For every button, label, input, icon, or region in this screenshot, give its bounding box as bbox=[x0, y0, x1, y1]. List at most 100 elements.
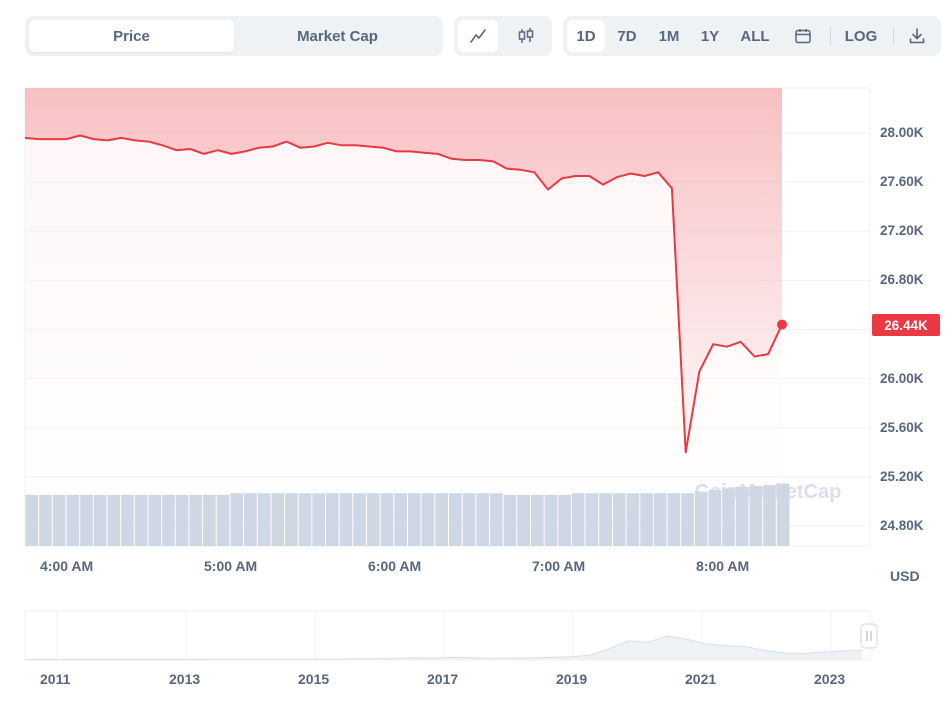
volume-bar bbox=[667, 493, 681, 546]
log-scale-button[interactable]: LOG bbox=[844, 27, 878, 45]
volume-bar bbox=[25, 494, 39, 546]
calendar-button[interactable] bbox=[783, 20, 823, 52]
volume-bar bbox=[435, 493, 448, 546]
volume-bar bbox=[503, 494, 517, 546]
volume-bar bbox=[749, 486, 763, 546]
y-tick-label: 25.60K bbox=[880, 419, 924, 435]
time-navigator[interactable] bbox=[0, 605, 947, 665]
volume-bar bbox=[66, 494, 80, 546]
range-7d-button[interactable]: 7D bbox=[617, 27, 637, 45]
volume-bar bbox=[107, 494, 121, 546]
y-tick-label: 27.20K bbox=[880, 223, 924, 239]
calendar-icon bbox=[795, 29, 811, 44]
volume-bar bbox=[640, 493, 653, 546]
volume-bar bbox=[216, 494, 230, 546]
volume-bar bbox=[722, 488, 735, 546]
navigator-history-area bbox=[25, 636, 862, 660]
y-tick-label: 24.80K bbox=[880, 518, 924, 533]
range-1m-button[interactable]: 1M bbox=[658, 27, 680, 45]
volume-bar bbox=[203, 494, 216, 546]
volume-bar bbox=[489, 493, 503, 546]
volume-bar bbox=[517, 494, 530, 546]
volume-bar bbox=[421, 493, 435, 546]
volume-bar bbox=[339, 493, 353, 546]
volume-bar bbox=[476, 493, 489, 546]
volume-bar bbox=[694, 491, 708, 546]
navigator-year-label: 2023 bbox=[814, 671, 846, 687]
volume-bar bbox=[735, 486, 749, 546]
volume-bar bbox=[408, 493, 421, 546]
x-tick-label: 8:00 AM bbox=[696, 558, 750, 574]
download-icon bbox=[909, 28, 925, 44]
tab-price[interactable]: Price bbox=[29, 20, 234, 52]
candlestick-button[interactable] bbox=[506, 20, 546, 52]
range-1d-button[interactable]: 1D bbox=[567, 20, 605, 52]
watermark: CoinMarketCap bbox=[695, 481, 842, 503]
volume-bar bbox=[558, 494, 571, 546]
volume-bar bbox=[544, 494, 558, 546]
volume-bar bbox=[367, 493, 380, 546]
volume-bar bbox=[93, 494, 107, 546]
volume-bar bbox=[626, 493, 640, 546]
volume-bar bbox=[162, 494, 175, 546]
current-price-point bbox=[777, 319, 787, 330]
currency-label: USD bbox=[890, 568, 920, 584]
metric-tab-group: Price Market Cap bbox=[25, 16, 443, 56]
line-chart-button[interactable] bbox=[458, 20, 498, 52]
volume-bar bbox=[80, 494, 93, 546]
download-button[interactable] bbox=[897, 20, 937, 52]
volume-bar bbox=[257, 493, 271, 546]
volume-bar bbox=[571, 493, 585, 546]
volume-bar bbox=[599, 493, 612, 546]
y-tick-label: 27.60K bbox=[880, 174, 924, 190]
volume-bar bbox=[462, 493, 476, 546]
volume-bar bbox=[353, 493, 367, 546]
range-group: 1D 7D 1M 1Y ALL LOG bbox=[563, 16, 941, 56]
volume-bar bbox=[653, 493, 667, 546]
volume-bar bbox=[285, 493, 298, 546]
volume-bar bbox=[134, 494, 148, 546]
navigator-year-label: 2015 bbox=[298, 671, 330, 687]
volume-bar bbox=[312, 493, 326, 546]
navigator-year-label: 2021 bbox=[685, 671, 717, 687]
y-tick-label: 28.00K bbox=[880, 125, 924, 140]
navigator-year-label: 2019 bbox=[556, 671, 588, 687]
volume-bar bbox=[244, 493, 257, 546]
y-tick-label: 25.20K bbox=[880, 468, 924, 484]
price-line bbox=[24, 134, 783, 454]
volume-bar bbox=[448, 493, 462, 546]
volume-bar bbox=[708, 490, 722, 546]
volume-bar bbox=[394, 493, 407, 546]
x-tick-label: 7:00 AM bbox=[532, 558, 586, 574]
volume-bar bbox=[763, 485, 776, 546]
volume-bar bbox=[230, 493, 244, 546]
volume-bar bbox=[681, 493, 694, 546]
volume-bar bbox=[148, 494, 162, 546]
volume-bar bbox=[530, 494, 544, 546]
volume-bar bbox=[121, 494, 134, 546]
range-1y-button[interactable]: 1Y bbox=[700, 27, 720, 45]
volume-bar bbox=[585, 493, 599, 546]
range-all-button[interactable]: ALL bbox=[740, 27, 770, 45]
y-tick-label: 26.80K bbox=[880, 272, 924, 288]
line-chart-icon bbox=[470, 29, 486, 43]
volume-bar bbox=[189, 494, 203, 546]
price-chart[interactable]: CoinMarketCap bbox=[0, 0, 947, 560]
x-tick-label: 4:00 AM bbox=[40, 558, 94, 574]
navigator-history-line bbox=[25, 635, 863, 660]
volume-bar bbox=[39, 494, 52, 546]
price-area-fill bbox=[25, 88, 782, 453]
x-tick-label: 6:00 AM bbox=[368, 558, 422, 574]
volume-bar bbox=[326, 493, 339, 546]
volume-bar bbox=[776, 483, 790, 546]
navigator-handle[interactable] bbox=[860, 623, 878, 649]
toolbar-divider bbox=[830, 27, 831, 45]
volume-bar bbox=[298, 493, 312, 546]
chart-style-group bbox=[454, 16, 552, 56]
navigator-year-label: 2011 bbox=[40, 671, 71, 687]
y-tick-label: 26.00K bbox=[880, 370, 924, 386]
toolbar-divider bbox=[893, 27, 894, 45]
tab-market-cap[interactable]: Market Cap bbox=[297, 27, 378, 45]
current-price-badge: 26.44K bbox=[872, 314, 940, 336]
navigator-year-label: 2017 bbox=[427, 671, 459, 687]
